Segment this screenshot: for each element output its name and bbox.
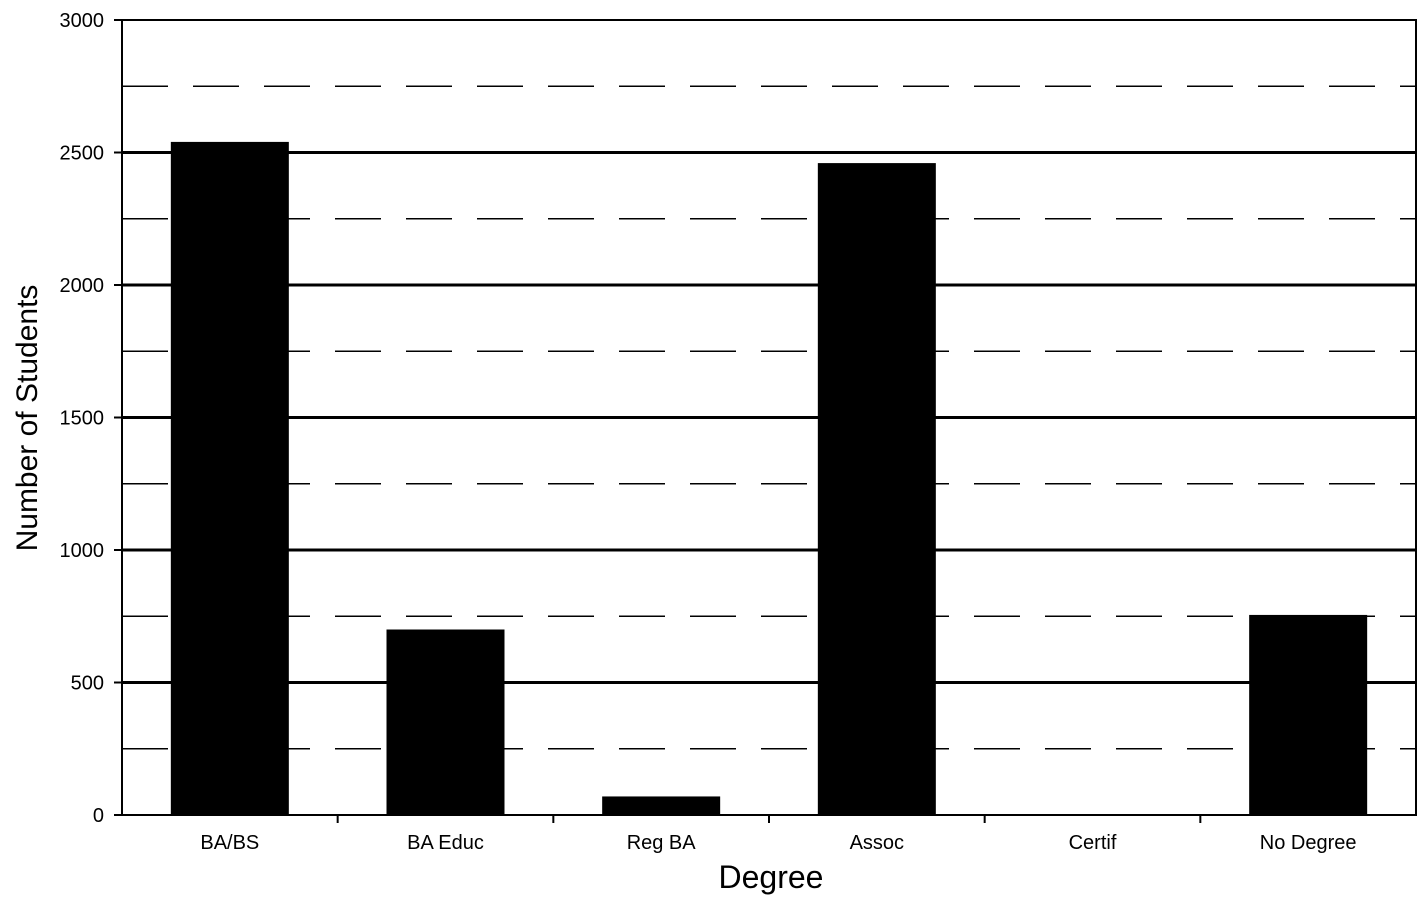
y-tick-label: 0 bbox=[93, 805, 104, 827]
grid-lines bbox=[122, 85, 1416, 750]
x-tick-label: Certif bbox=[1069, 832, 1117, 854]
bar bbox=[1249, 614, 1368, 815]
y-tick-label: 1500 bbox=[60, 408, 105, 430]
bars bbox=[170, 141, 1368, 816]
bar bbox=[170, 141, 289, 815]
x-axis-ticks: BA/BS BA Educ Reg BA Assoc Certif No Degree bbox=[200, 815, 1357, 854]
x-tick-label: BA Educ bbox=[407, 832, 484, 854]
y-axis-ticks: 0 500 1000 1500 2000 2500 3000 bbox=[60, 10, 122, 827]
bar bbox=[602, 796, 721, 815]
x-tick-label: Assoc bbox=[850, 832, 904, 854]
y-tick-label: 500 bbox=[71, 673, 104, 695]
y-tick-label: 2500 bbox=[60, 143, 105, 165]
y-tick-label: 3000 bbox=[60, 10, 105, 32]
bar bbox=[817, 163, 936, 816]
x-axis-title: Degree bbox=[719, 859, 824, 895]
y-tick-label: 2000 bbox=[60, 275, 105, 297]
y-axis-title: Number of Students bbox=[11, 285, 44, 552]
x-tick-label: No Degree bbox=[1260, 832, 1357, 854]
x-tick-label: Reg BA bbox=[627, 832, 697, 854]
x-tick-label: BA/BS bbox=[200, 832, 259, 854]
bar bbox=[386, 629, 505, 815]
y-tick-label: 1000 bbox=[60, 540, 105, 562]
